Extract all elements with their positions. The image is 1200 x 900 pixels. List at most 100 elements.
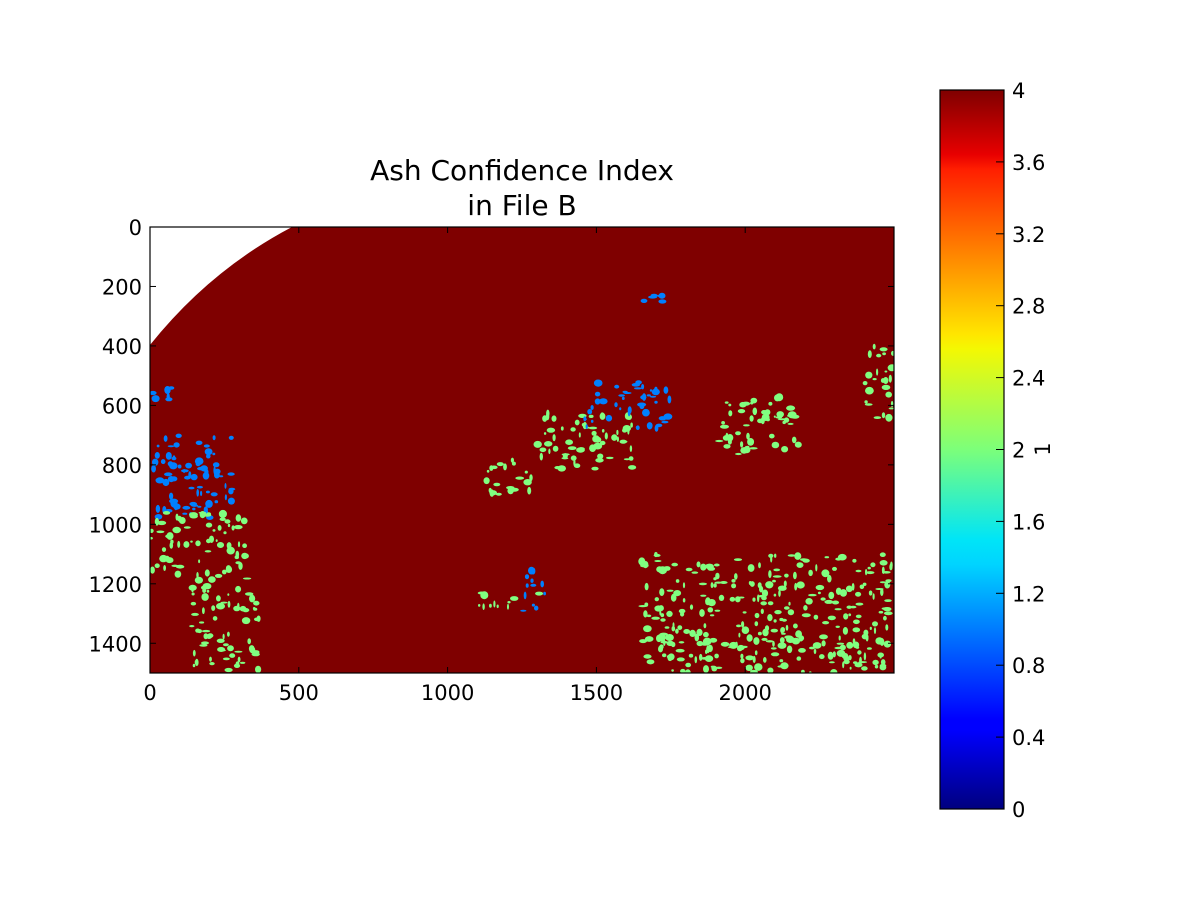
heatmap-feature-blob — [685, 669, 691, 673]
heatmap-feature-blob — [161, 547, 167, 552]
heatmap-feature-blob — [671, 641, 676, 648]
heatmap-feature-blob — [861, 666, 868, 671]
heatmap-feature-blob — [249, 594, 256, 603]
heatmap-feature-blob — [237, 656, 241, 663]
heatmap-feature-blob — [832, 566, 837, 571]
heatmap-feature-blob — [182, 505, 191, 510]
heatmap-feature-blob — [239, 661, 246, 664]
heatmap-feature-blob — [576, 447, 585, 453]
heatmap-feature-blob — [800, 558, 808, 561]
colorbar-tick-label: 0.8 — [1012, 654, 1045, 678]
heatmap-feature-blob — [864, 403, 873, 406]
heatmap-feature-blob — [243, 553, 249, 559]
heatmap-feature-blob — [573, 458, 576, 467]
y-tick-label: 0 — [129, 216, 142, 240]
heatmap-feature-blob — [760, 608, 764, 614]
y-tick-label: 600 — [102, 394, 142, 418]
heatmap-feature-blob — [675, 579, 680, 583]
heatmap-feature-blob — [849, 666, 852, 670]
heatmap-feature-blob — [646, 614, 652, 618]
heatmap-feature-blob — [855, 591, 862, 597]
heatmap-feature-blob — [628, 456, 634, 461]
heatmap-feature-blob — [204, 448, 213, 456]
heatmap-feature-blob — [821, 640, 826, 647]
heatmap-feature-blob — [191, 592, 195, 596]
heatmap-feature-blob — [189, 625, 195, 628]
heatmap-feature-blob — [251, 652, 260, 657]
heatmap-feature-blob — [786, 405, 796, 411]
heatmap-feature-blob — [680, 611, 685, 617]
heatmap-feature-blob — [851, 583, 855, 591]
heatmap-feature-blob — [237, 602, 240, 610]
heatmap-feature-blob — [842, 627, 849, 635]
heatmap-feature-blob — [778, 589, 781, 597]
heatmap-feature-blob — [890, 400, 894, 408]
heatmap-feature-blob — [217, 525, 222, 531]
heatmap-feature-blob — [675, 628, 679, 634]
heatmap-feature-blob — [644, 582, 649, 591]
heatmap-feature-blob — [879, 347, 888, 352]
heatmap-feature-blob — [819, 654, 825, 660]
heatmap-feature-blob — [209, 535, 214, 543]
heatmap-feature-blob — [836, 642, 845, 645]
heatmap-feature-blob — [654, 560, 662, 562]
heatmap-feature-blob — [635, 425, 640, 429]
heatmap-feature-blob — [175, 513, 179, 521]
heatmap-feature-blob — [884, 370, 888, 373]
heatmap-feature-blob — [745, 664, 753, 671]
heatmap-feature-blob — [202, 588, 207, 593]
heatmap-feature-blob — [734, 573, 738, 580]
colorbar-tick-label: 1.6 — [1012, 510, 1045, 534]
heatmap-feature-blob — [757, 594, 760, 603]
heatmap-feature-blob — [852, 558, 857, 563]
heatmap-feature-blob — [777, 665, 784, 668]
colorbar-tick-label: 0 — [1012, 798, 1025, 822]
heatmap-feature-blob — [150, 536, 153, 540]
heatmap-feature-blob — [740, 441, 744, 448]
heatmap-feature-blob — [796, 656, 802, 661]
heatmap-feature-blob — [724, 401, 729, 404]
heatmap-feature-blob — [543, 591, 546, 596]
heatmap-feature-blob — [827, 574, 832, 583]
heatmap-feature-blob — [496, 604, 499, 609]
heatmap-feature-blob — [782, 420, 786, 425]
heatmap-feature-blob — [190, 601, 197, 606]
heatmap-feature-blob — [540, 580, 544, 588]
heatmap-feature-blob — [544, 441, 553, 447]
heatmap-feature-blob — [788, 601, 791, 606]
heatmap-feature-blob — [660, 613, 665, 618]
plot-frame — [149, 226, 895, 674]
heatmap-feature-blob — [578, 432, 581, 438]
heatmap-feature-blob — [784, 573, 789, 578]
x-tick-label: 500 — [279, 681, 319, 705]
heatmap-feature-blob — [189, 501, 197, 506]
y-tick-label: 1000 — [89, 513, 142, 537]
heatmap-feature-blob — [594, 398, 601, 405]
heatmap-feature-blob — [640, 395, 647, 400]
heatmap-feature-blob — [535, 591, 544, 596]
heatmap-feature-blob — [507, 603, 509, 610]
heatmap-feature-blob — [539, 452, 543, 461]
heatmap-feature-blob — [208, 576, 216, 583]
heatmap-feature-blob — [189, 512, 198, 518]
heatmap-feature-blob — [649, 389, 653, 392]
heatmap-feature-blob — [857, 650, 862, 655]
heatmap-feature-blob — [241, 617, 251, 625]
heatmap-feature-blob — [167, 461, 174, 467]
heatmap-feature-blob — [749, 581, 755, 587]
heatmap-feature-blob — [199, 644, 208, 647]
heatmap-feature-blob — [768, 570, 772, 579]
heatmap-feature-blob — [151, 464, 157, 473]
heatmap-feature-blob — [658, 605, 664, 612]
heatmap-feature-blob — [761, 410, 767, 415]
heatmap-feature-blob — [713, 563, 720, 567]
heatmap-feature-blob — [774, 610, 782, 615]
heatmap-feature-blob — [172, 455, 176, 459]
heatmap-feature-blob — [227, 523, 231, 528]
heatmap-feature-blob — [787, 411, 797, 419]
heatmap-feature-blob — [731, 583, 737, 589]
heatmap-feature-blob — [699, 609, 705, 617]
heatmap-feature-blob — [781, 632, 786, 635]
heatmap-feature-blob — [769, 433, 775, 439]
heatmap-feature-blob — [480, 591, 489, 600]
